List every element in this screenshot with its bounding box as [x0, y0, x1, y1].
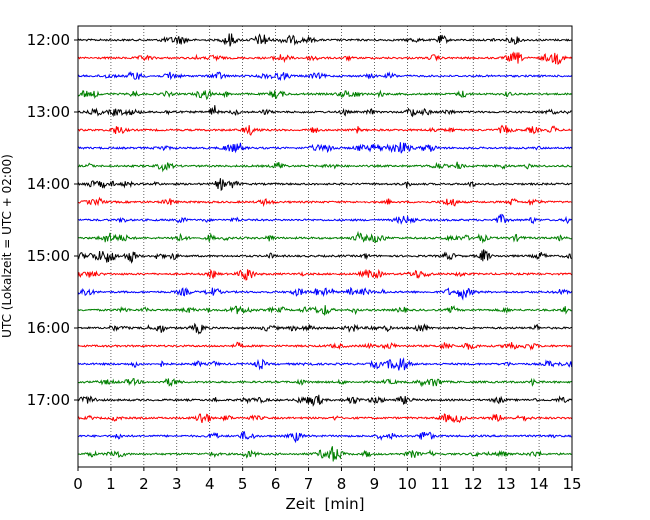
x-tick-label: 3	[172, 475, 182, 493]
y-tick-label: 17:00	[27, 391, 70, 409]
trace-line	[77, 196, 572, 208]
x-tick-label: 13	[497, 475, 516, 493]
x-tick-label: 6	[271, 475, 281, 493]
trace-line	[77, 178, 572, 192]
trace-line	[77, 305, 572, 316]
y-tick-label: 13:00	[27, 103, 70, 121]
x-tick-label: 15	[562, 475, 581, 493]
x-axis-ticks: 0 1 2 3 4 5 6 7 8 9 10 11 12 13 14 15	[73, 467, 582, 493]
x-tick-label: 2	[139, 475, 149, 493]
trace-line	[77, 71, 572, 82]
trace-line	[77, 161, 572, 173]
y-axis-ticks: 12:00 13:00 14:00 15:00 16:00 17:00	[27, 31, 78, 409]
trace-line	[77, 394, 572, 407]
x-tick-label: 5	[238, 475, 248, 493]
x-tick-label: 1	[106, 475, 116, 493]
trace-line	[77, 322, 572, 335]
x-tick-label: 4	[205, 475, 215, 493]
x-tick-label: 8	[337, 475, 347, 493]
x-tick-label: 14	[530, 475, 549, 493]
trace-line	[77, 268, 572, 281]
y-tick-label: 12:00	[27, 31, 70, 49]
x-tick-label: 11	[431, 475, 450, 493]
trace-line	[77, 230, 572, 244]
trace-line	[77, 357, 573, 371]
y-tick-label: 16:00	[27, 319, 70, 337]
trace-line	[77, 33, 572, 47]
trace-line	[77, 124, 572, 136]
x-tick-label: 12	[464, 475, 483, 493]
trace-line	[77, 286, 573, 301]
trace-line	[77, 431, 572, 444]
y-axis-label: UTC (Lokalzeit = UTC + 02:00)	[0, 154, 14, 338]
plot-frame	[77, 25, 573, 468]
x-tick-label: 7	[304, 475, 314, 493]
x-tick-label: 9	[370, 475, 380, 493]
y-tick-label: 14:00	[27, 175, 70, 193]
trace-line	[77, 377, 572, 388]
trace-line	[77, 51, 573, 66]
x-tick-label: 10	[398, 475, 417, 493]
y-tick-label: 15:00	[27, 247, 70, 265]
trace-lines	[77, 33, 573, 462]
trace-line	[77, 446, 572, 462]
trace-line	[77, 105, 572, 118]
trace-line	[77, 213, 572, 225]
trace-line	[77, 413, 572, 424]
trace-line	[77, 249, 572, 264]
trace-line	[77, 89, 572, 101]
trace-line	[77, 142, 573, 154]
trace-line	[77, 341, 572, 351]
x-tick-label: 0	[73, 475, 83, 493]
x-axis-label: Zeit [min]	[285, 495, 364, 513]
